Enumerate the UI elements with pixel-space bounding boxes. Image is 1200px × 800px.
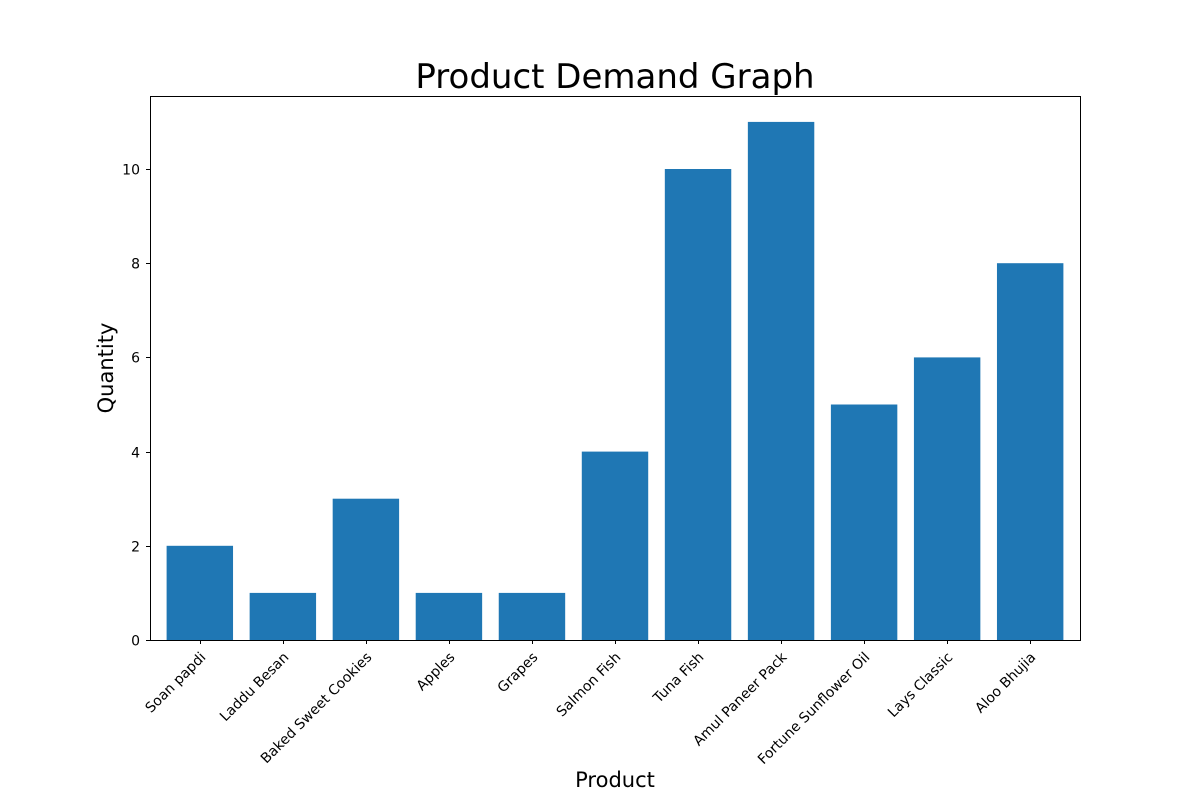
bar <box>498 592 566 640</box>
x-tick-label: Apples <box>414 650 459 695</box>
bar <box>332 498 400 640</box>
chart-title: Product Demand Graph <box>415 57 814 97</box>
y-tick-label: 10 <box>122 163 140 179</box>
y-axis-label: Quantity <box>94 323 118 414</box>
bar <box>830 404 898 640</box>
bar <box>166 545 234 640</box>
x-tick-label: Lays Classic <box>885 650 956 721</box>
bar <box>996 263 1064 640</box>
y-tick-label: 0 <box>131 634 140 650</box>
x-tick-label: Laddu Besan <box>217 650 292 725</box>
x-tick-label: Salmon Fish <box>554 650 625 721</box>
bars-layer <box>166 121 1064 640</box>
bar <box>581 451 649 640</box>
bar <box>664 169 732 640</box>
y-tick-label: 2 <box>131 540 140 556</box>
bar <box>415 592 483 640</box>
x-axis-label: Product <box>575 768 655 792</box>
plot-frame <box>150 96 1081 641</box>
x-tick-label: Soan papdi <box>143 650 210 717</box>
y-tick-label: 8 <box>131 257 140 273</box>
x-tick-label: Tuna Fish <box>650 650 707 707</box>
bar <box>249 592 317 640</box>
y-tick-label: 6 <box>131 351 140 367</box>
x-tick-label: Aloo Bhujia <box>972 650 1039 717</box>
x-tick-label: Grapes <box>495 650 542 697</box>
bar <box>913 357 981 640</box>
bar <box>747 121 815 640</box>
y-tick-label: 4 <box>131 446 140 462</box>
